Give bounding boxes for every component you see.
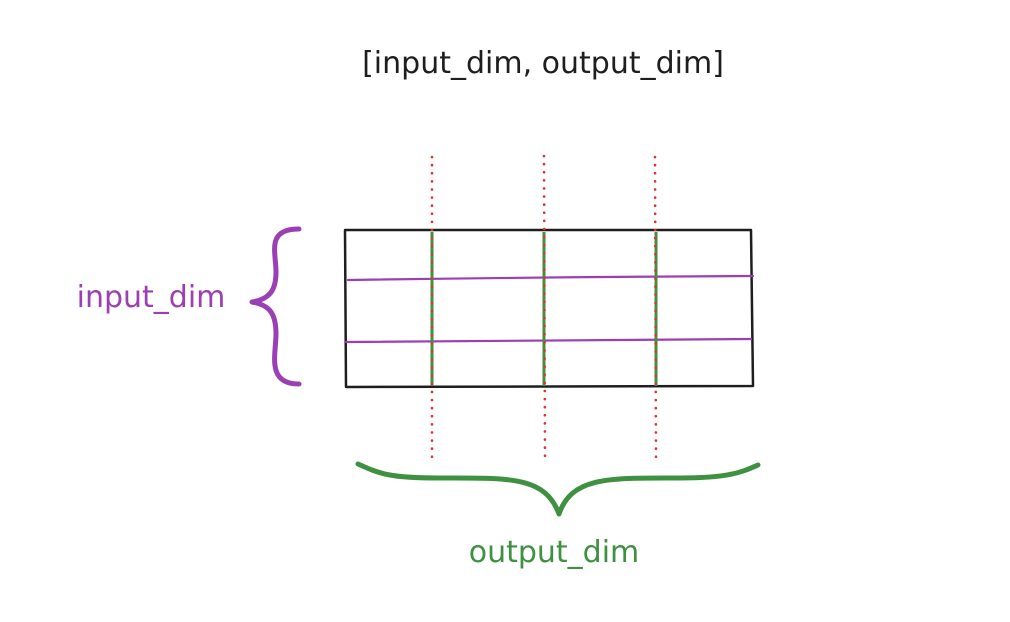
- output-dim-brace: [355, 461, 761, 517]
- column-divider-3: [653, 155, 658, 460]
- column-divider-2: [542, 154, 547, 460]
- row-divider-2: [344, 337, 753, 344]
- matrix-rectangle: [343, 228, 755, 389]
- row-divider-1: [346, 274, 755, 282]
- diagram-title: [input_dim, output_dim]: [362, 46, 724, 81]
- output-dim-label: output_dim: [469, 535, 640, 570]
- input-dim-brace: [249, 226, 302, 387]
- input-dim-label: input_dim: [77, 280, 226, 315]
